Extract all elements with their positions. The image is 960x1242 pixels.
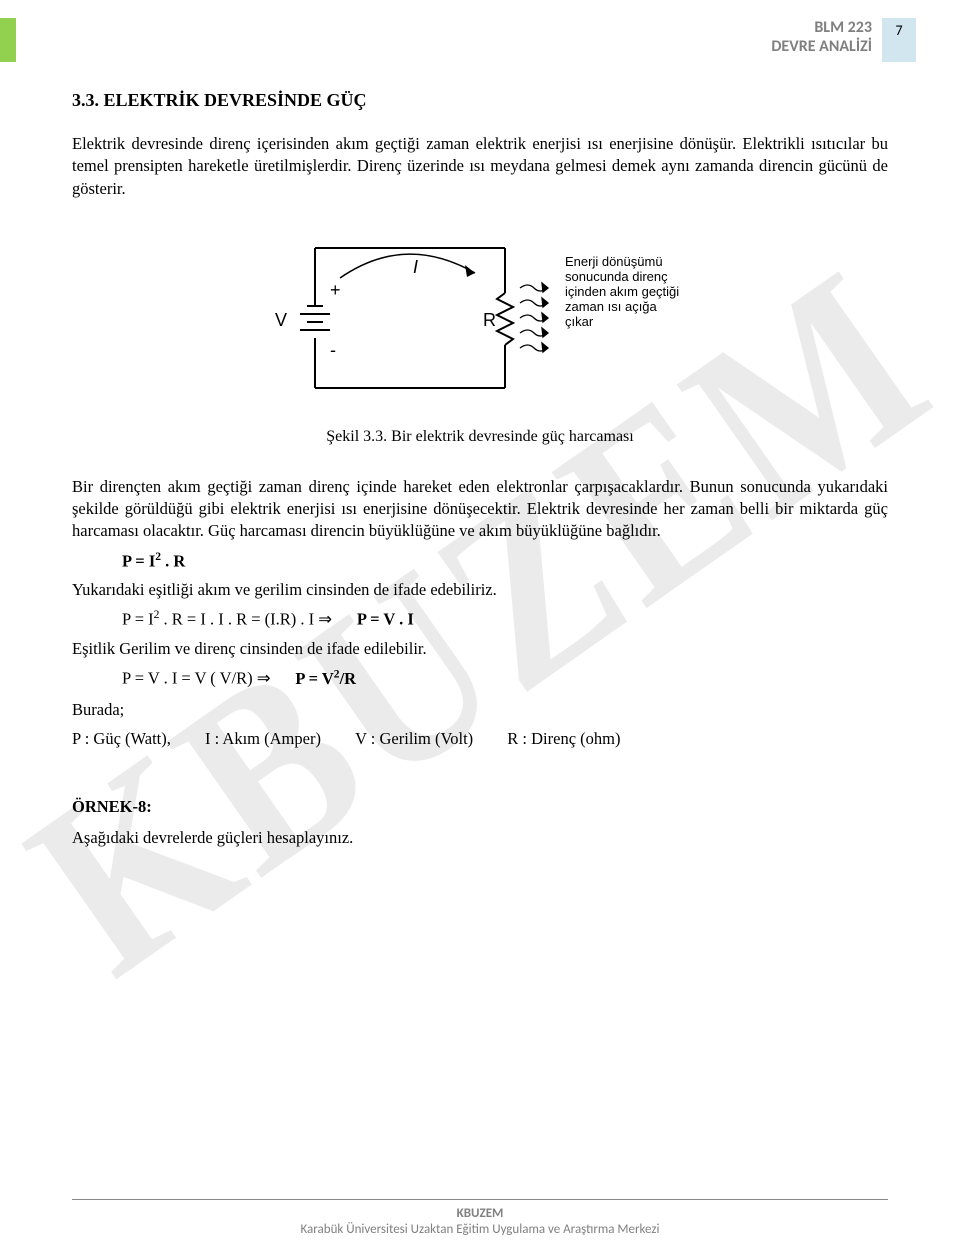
circuit-diagram: + - V R I Enerji <box>245 218 715 418</box>
page-number-box: 7 <box>882 18 916 62</box>
eq2-left: P = I <box>122 610 154 629</box>
figure-caption: Şekil 3.3. Bir elektrik devresinde güç h… <box>72 428 888 446</box>
def-i: I : Akım (Amper) <box>205 729 321 749</box>
paragraph-4: Eşitlik Gerilim ve direnç cinsinden de i… <box>72 638 888 660</box>
v-label: V <box>275 310 287 330</box>
course-code: BLM 223 <box>771 18 872 37</box>
eq3-right-head: P = V <box>295 669 333 688</box>
eq2-mid: . R = I . I . R = (I.R) . I ⇒ <box>159 610 332 629</box>
eq1-tail: . R <box>161 551 185 570</box>
i-label: I <box>413 257 418 277</box>
page-content: 3.3. ELEKTRİK DEVRESİNDE GÜÇ Elektrik de… <box>72 90 888 857</box>
def-v: V : Gerilim (Volt) <box>355 729 473 749</box>
page-number: 7 <box>895 22 902 39</box>
paragraph-1: Elektrik devresinde direnç içerisinden a… <box>72 133 888 200</box>
burada-label: Burada; <box>72 699 888 721</box>
section-title: 3.3. ELEKTRİK DEVRESİNDE GÜÇ <box>72 90 888 111</box>
fig-desc-4: zaman ısı açığa <box>565 299 658 314</box>
def-r: R : Direnç (ohm) <box>507 729 620 749</box>
minus-label: - <box>330 340 336 360</box>
paragraph-2: Bir dirençten akım geçtiği zaman direnç … <box>72 476 888 543</box>
eq3-left: P = V . I = V ( V/R) ⇒ <box>122 669 271 688</box>
r-label: R <box>483 310 496 330</box>
footer-line-2: Karabük Üniversitesi Uzaktan Eğitim Uygu… <box>72 1222 888 1238</box>
eq1-head: P = I <box>122 551 155 570</box>
paragraph-3: Yukarıdaki eşitliği akım ve gerilim cins… <box>72 579 888 601</box>
course-info: BLM 223 DEVRE ANALİZİ <box>771 18 872 56</box>
plus-label: + <box>330 280 341 300</box>
figure-container: + - V R I Enerji <box>72 218 888 418</box>
fig-desc-2: sonucunda direnç <box>565 269 668 284</box>
symbol-definitions: P : Güç (Watt), I : Akım (Amper) V : Ger… <box>72 729 888 749</box>
page-header: BLM 223 DEVRE ANALİZİ 7 <box>0 18 960 72</box>
fig-desc-5: çıkar <box>565 314 594 329</box>
equation-3: P = V . I = V ( V/R) ⇒ P = V2/R <box>122 668 888 689</box>
eq3-right-tail: /R <box>340 669 357 688</box>
fig-desc-1: Enerji dönüşümü <box>565 254 663 269</box>
eq2-right: P = V . I <box>357 610 414 629</box>
example-title: ÖRNEK-8: <box>72 797 888 817</box>
def-p: P : Güç (Watt), <box>72 729 171 749</box>
footer-line-1: KBUZEM <box>72 1206 888 1222</box>
page-footer: KBUZEM Karabük Üniversitesi Uzaktan Eğit… <box>72 1199 888 1242</box>
equation-2: P = I2 . R = I . I . R = (I.R) . I ⇒ P =… <box>122 609 888 630</box>
example-text: Aşağıdaki devrelerde güçleri hesaplayını… <box>72 827 888 849</box>
fig-desc-3: içinden akım geçtiği <box>565 284 679 299</box>
equation-1: P = I2 . R <box>122 551 888 572</box>
course-name: DEVRE ANALİZİ <box>771 37 872 56</box>
